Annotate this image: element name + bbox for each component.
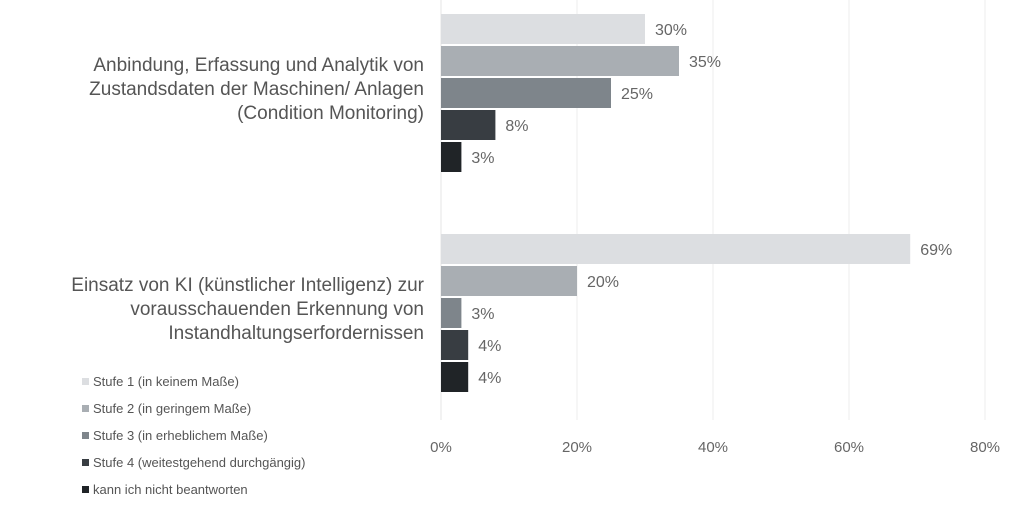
data-label: 30%: [655, 22, 687, 39]
legend-item: Stufe 2 (in geringem Maße): [82, 395, 305, 422]
data-label: 4%: [478, 338, 501, 355]
bar: [441, 142, 462, 172]
data-label: 3%: [471, 306, 494, 323]
legend-item: Stufe 3 (in erheblichem Maße): [82, 422, 305, 449]
legend-swatch: [82, 378, 89, 385]
data-label: 25%: [621, 86, 653, 103]
bar: [441, 110, 496, 140]
data-label: 69%: [920, 242, 952, 259]
legend-swatch: [82, 459, 89, 466]
bar: [441, 266, 577, 296]
x-tick-label: 0%: [430, 439, 452, 456]
bar: [441, 46, 679, 76]
bar: [441, 14, 645, 44]
data-label: 20%: [587, 274, 619, 291]
legend-item: kann ich nicht beantworten: [82, 476, 305, 503]
legend-swatch: [82, 432, 89, 439]
x-tick-label: 20%: [562, 439, 592, 456]
x-tick-label: 60%: [834, 439, 864, 456]
legend-item: Stufe 1 (in keinem Maße): [82, 368, 305, 395]
x-tick-label: 40%: [698, 439, 728, 456]
bar: [441, 330, 469, 360]
data-label: 4%: [478, 370, 501, 387]
data-label: 8%: [505, 118, 528, 135]
x-tick-label: 80%: [970, 439, 1000, 456]
legend-item: Stufe 4 (weitestgehend durchgängig): [82, 449, 305, 476]
legend: Stufe 1 (in keinem Maße) Stufe 2 (in ger…: [82, 368, 305, 503]
bar: [441, 234, 911, 264]
bar: [441, 78, 611, 108]
category-label-condition-monitoring: Anbindung, Erfassung und Analytik von Zu…: [89, 55, 424, 124]
data-label: 35%: [689, 54, 721, 71]
legend-swatch: [82, 405, 89, 412]
bar: [441, 362, 469, 392]
category-label-ki-instandhaltung: Einsatz von KI (künstlicher Intelligenz)…: [71, 275, 424, 344]
bar: [441, 298, 462, 328]
legend-swatch: [82, 486, 89, 493]
data-label: 3%: [471, 150, 494, 167]
